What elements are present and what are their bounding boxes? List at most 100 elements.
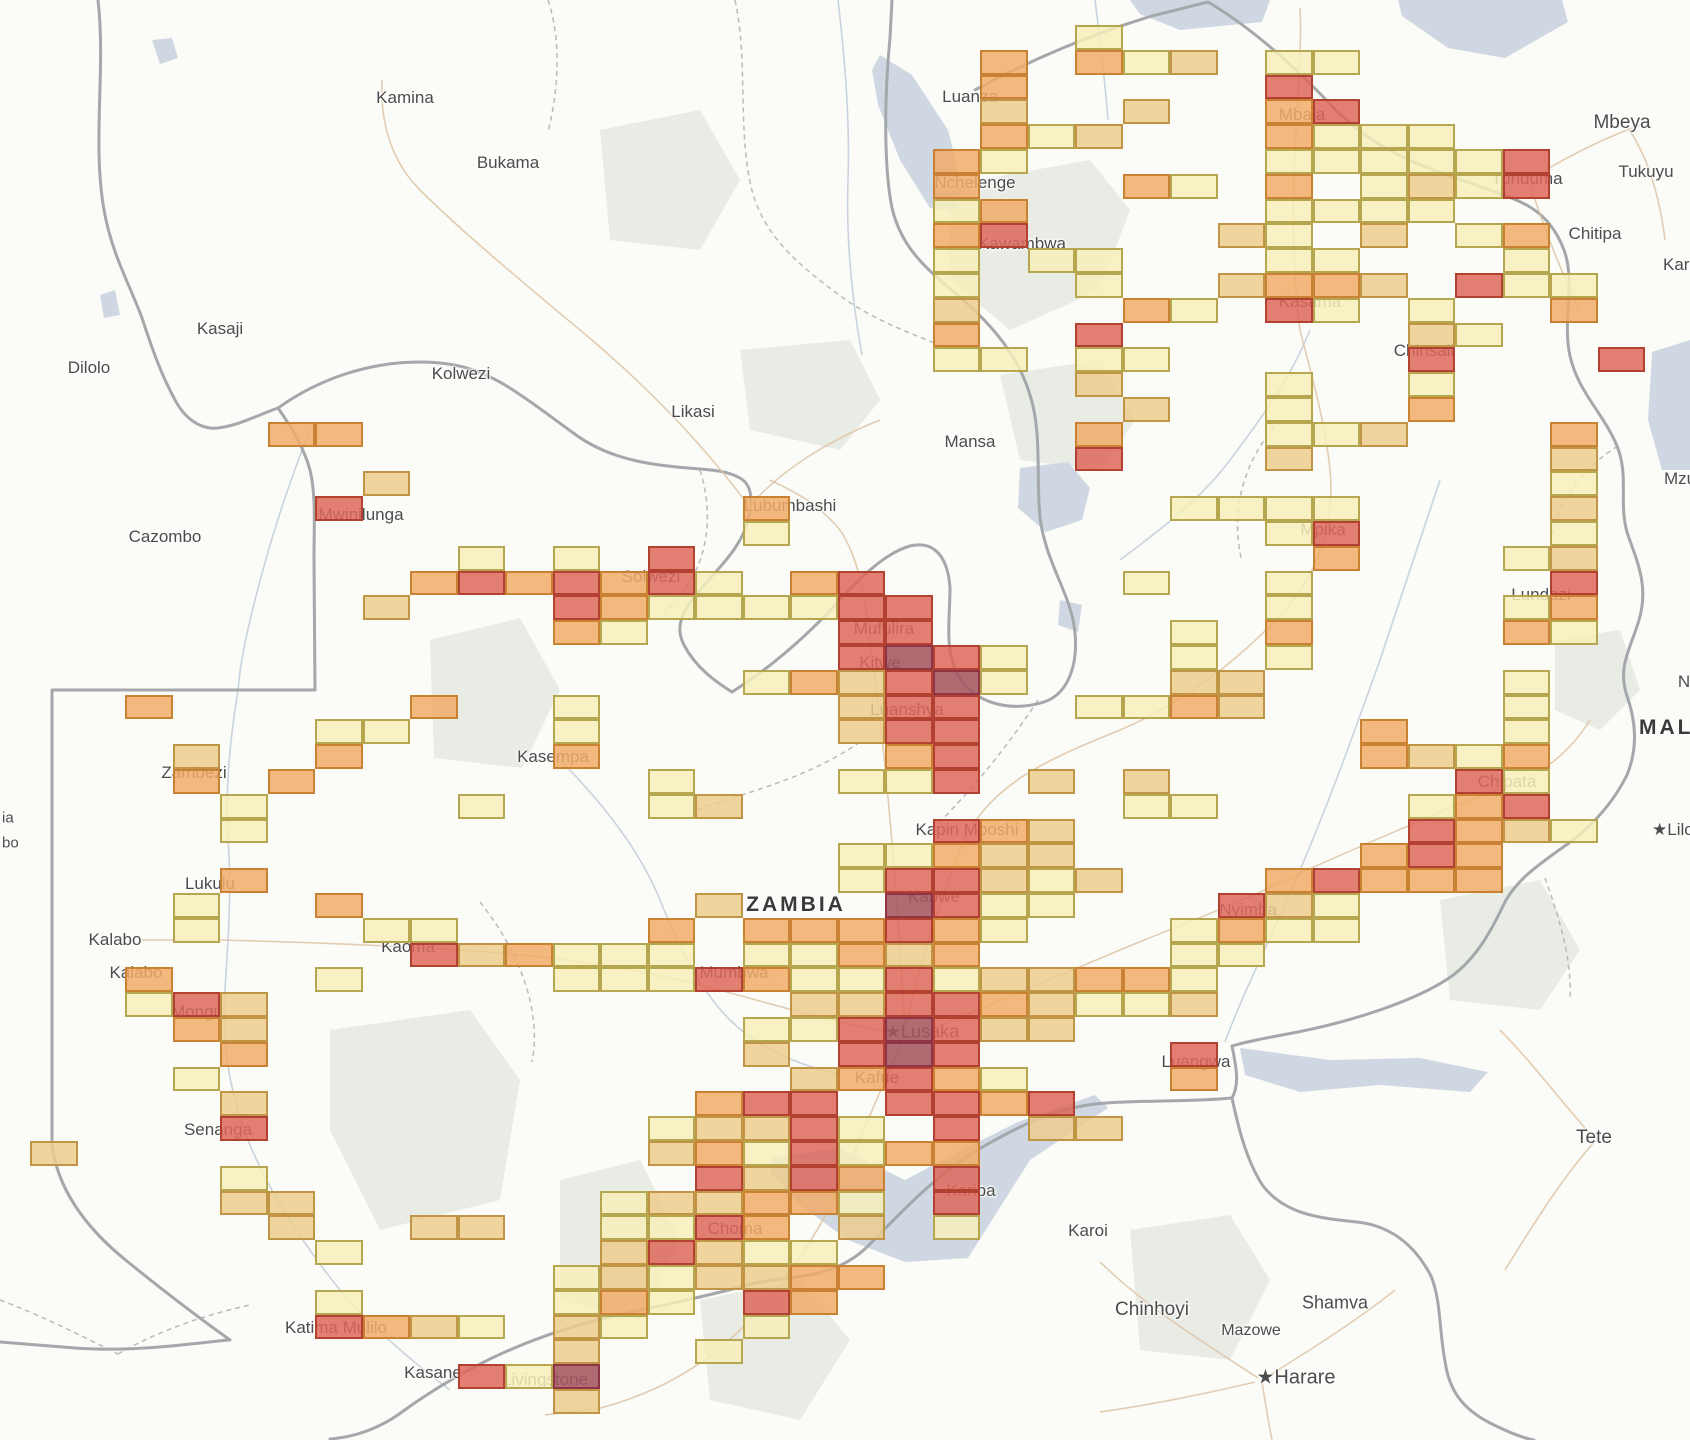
grid-cell-6-16-medium[interactable] (315, 421, 363, 447)
grid-cell-17-47-low[interactable] (837, 1190, 885, 1216)
grid-cell-26-22-low[interactable] (1265, 570, 1313, 596)
grid-cell-16-36-medium[interactable] (790, 917, 838, 943)
grid-cell-20-4-medium[interactable] (980, 124, 1028, 149)
grid-cell-6-19-high[interactable] (315, 496, 363, 521)
grid-cell-19-39-high[interactable] (932, 992, 980, 1017)
grid-cell-21-44-medium-low[interactable] (1027, 1116, 1075, 1141)
grid-cell-16-39-medium-low[interactable] (790, 992, 838, 1017)
grid-cell-15-50-medium-low[interactable] (742, 1265, 790, 1290)
grid-cell-17-39-medium-low[interactable] (837, 992, 885, 1017)
grid-cell-2-38-medium[interactable] (125, 967, 173, 993)
grid-cell-31-26-low[interactable] (1502, 669, 1550, 695)
grid-cell-19-6-medium[interactable] (932, 173, 980, 199)
grid-cell-20-32-medium[interactable] (980, 818, 1028, 844)
grid-cell-29-12-medium-low[interactable] (1407, 322, 1455, 348)
grid-cell-2-39-low[interactable] (125, 992, 173, 1017)
grid-cell-14-35-medium-low[interactable] (695, 893, 743, 918)
grid-cell-23-13-low[interactable] (1122, 347, 1170, 373)
grid-cell-29-7-low[interactable] (1407, 198, 1455, 224)
grid-cell-23-6-medium[interactable] (1122, 173, 1170, 199)
grid-cell-22-14-medium-low[interactable] (1075, 372, 1123, 397)
grid-cell-26-34-medium[interactable] (1265, 868, 1313, 893)
grid-cell-14-44-medium-low[interactable] (695, 1116, 743, 1141)
grid-cell-3-39-high[interactable] (172, 992, 220, 1017)
grid-cell-7-18-medium-low[interactable] (362, 471, 410, 497)
grid-cell-17-50-medium[interactable] (837, 1265, 885, 1290)
grid-cell-25-8-medium-low[interactable] (1217, 223, 1265, 249)
grid-cell-19-27-high[interactable] (932, 694, 980, 720)
grid-cell-14-50-medium-low[interactable] (695, 1265, 743, 1290)
grid-cell-26-17-medium-low[interactable] (1265, 446, 1313, 472)
grid-cell-14-53-low[interactable] (695, 1339, 743, 1365)
grid-cell-9-21-low[interactable] (457, 545, 505, 571)
grid-cell-24-36-low[interactable] (1170, 917, 1218, 943)
grid-cell-24-19-low[interactable] (1170, 496, 1218, 521)
grid-cell-4-47-medium-low[interactable] (220, 1190, 268, 1216)
grid-cell-30-8-low[interactable] (1455, 223, 1503, 249)
grid-cell-25-19-low[interactable] (1217, 496, 1265, 521)
grid-cell-32-20-low[interactable] (1550, 521, 1598, 546)
grid-cell-13-30-low[interactable] (647, 769, 695, 794)
grid-cell-9-31-low[interactable] (457, 793, 505, 819)
grid-cell-15-26-low[interactable] (742, 669, 790, 695)
grid-cell-20-1-medium[interactable] (980, 49, 1028, 75)
grid-cell-26-5-low[interactable] (1265, 149, 1313, 174)
grid-cell-6-38-low[interactable] (315, 967, 363, 993)
grid-cell-20-39-medium[interactable] (980, 992, 1028, 1017)
grid-cell-15-52-low[interactable] (742, 1314, 790, 1340)
grid-cell-19-11-medium-low[interactable] (932, 297, 980, 323)
grid-cell-11-29-medium[interactable] (552, 744, 600, 769)
grid-cell-27-21-medium[interactable] (1312, 545, 1360, 571)
grid-cell-29-32-high[interactable] (1407, 818, 1455, 844)
grid-cell-20-34-medium-low[interactable] (980, 868, 1028, 893)
grid-cell-12-23-medium[interactable] (600, 595, 648, 621)
grid-cell-28-8-medium-low[interactable] (1360, 223, 1408, 249)
grid-cell-20-40-medium-low[interactable] (980, 1017, 1028, 1042)
grid-cell-18-38-high[interactable] (885, 967, 933, 993)
grid-cell-4-43-medium-low[interactable] (220, 1091, 268, 1117)
grid-cell-26-23-low[interactable] (1265, 595, 1313, 621)
grid-cell-13-31-low[interactable] (647, 793, 695, 819)
grid-cell-18-36-high[interactable] (885, 917, 933, 943)
grid-cell-18-28-high[interactable] (885, 719, 933, 745)
grid-cell-15-37-low[interactable] (742, 942, 790, 968)
grid-cell-24-41-high[interactable] (1170, 1041, 1218, 1067)
grid-cell-32-32-low[interactable] (1550, 818, 1598, 844)
grid-cell-27-34-high[interactable] (1312, 868, 1360, 893)
grid-cell-24-37-low[interactable] (1170, 942, 1218, 968)
grid-cell-24-24-low[interactable] (1170, 620, 1218, 645)
grid-cell-8-27-medium[interactable] (410, 694, 458, 720)
grid-cell-19-47-high[interactable] (932, 1190, 980, 1216)
grid-cell-20-25-low[interactable] (980, 645, 1028, 670)
grid-cell-28-4-low[interactable] (1360, 124, 1408, 149)
grid-cell-12-50-medium-low[interactable] (600, 1265, 648, 1290)
grid-cell-31-27-low[interactable] (1502, 694, 1550, 720)
grid-cell-31-9-low[interactable] (1502, 248, 1550, 273)
grid-cell-12-52-low[interactable] (600, 1314, 648, 1340)
grid-cell-20-35-low[interactable] (980, 893, 1028, 918)
grid-cell-23-39-low[interactable] (1122, 992, 1170, 1017)
grid-cell-18-25-very-high[interactable] (885, 645, 933, 670)
grid-cell-17-44-low[interactable] (837, 1116, 885, 1141)
grid-cell-19-12-medium[interactable] (932, 322, 980, 348)
grid-cell-16-38-low[interactable] (790, 967, 838, 993)
grid-cell-0-45-medium-low[interactable] (30, 1141, 78, 1166)
grid-cell-19-10-low[interactable] (932, 273, 980, 298)
grid-cell-18-27-high[interactable] (885, 694, 933, 720)
grid-cell-26-36-low[interactable] (1265, 917, 1313, 943)
grid-cell-3-29-medium-low[interactable] (172, 744, 220, 769)
grid-cell-19-28-high[interactable] (932, 719, 980, 745)
grid-cell-17-27-medium-low[interactable] (837, 694, 885, 720)
grid-cell-16-43-high[interactable] (790, 1091, 838, 1117)
grid-cell-17-45-low[interactable] (837, 1141, 885, 1166)
grid-cell-19-36-medium[interactable] (932, 917, 980, 943)
grid-cell-11-37-low[interactable] (552, 942, 600, 968)
grid-cell-13-50-low[interactable] (647, 1265, 695, 1290)
grid-cell-31-32-medium-low[interactable] (1502, 818, 1550, 844)
grid-cell-22-16-medium[interactable] (1075, 421, 1123, 447)
grid-cell-23-1-low[interactable] (1122, 49, 1170, 75)
grid-cell-8-37-high[interactable] (410, 942, 458, 968)
grid-cell-4-41-medium[interactable] (220, 1041, 268, 1067)
grid-cell-18-37-medium-low[interactable] (885, 942, 933, 968)
